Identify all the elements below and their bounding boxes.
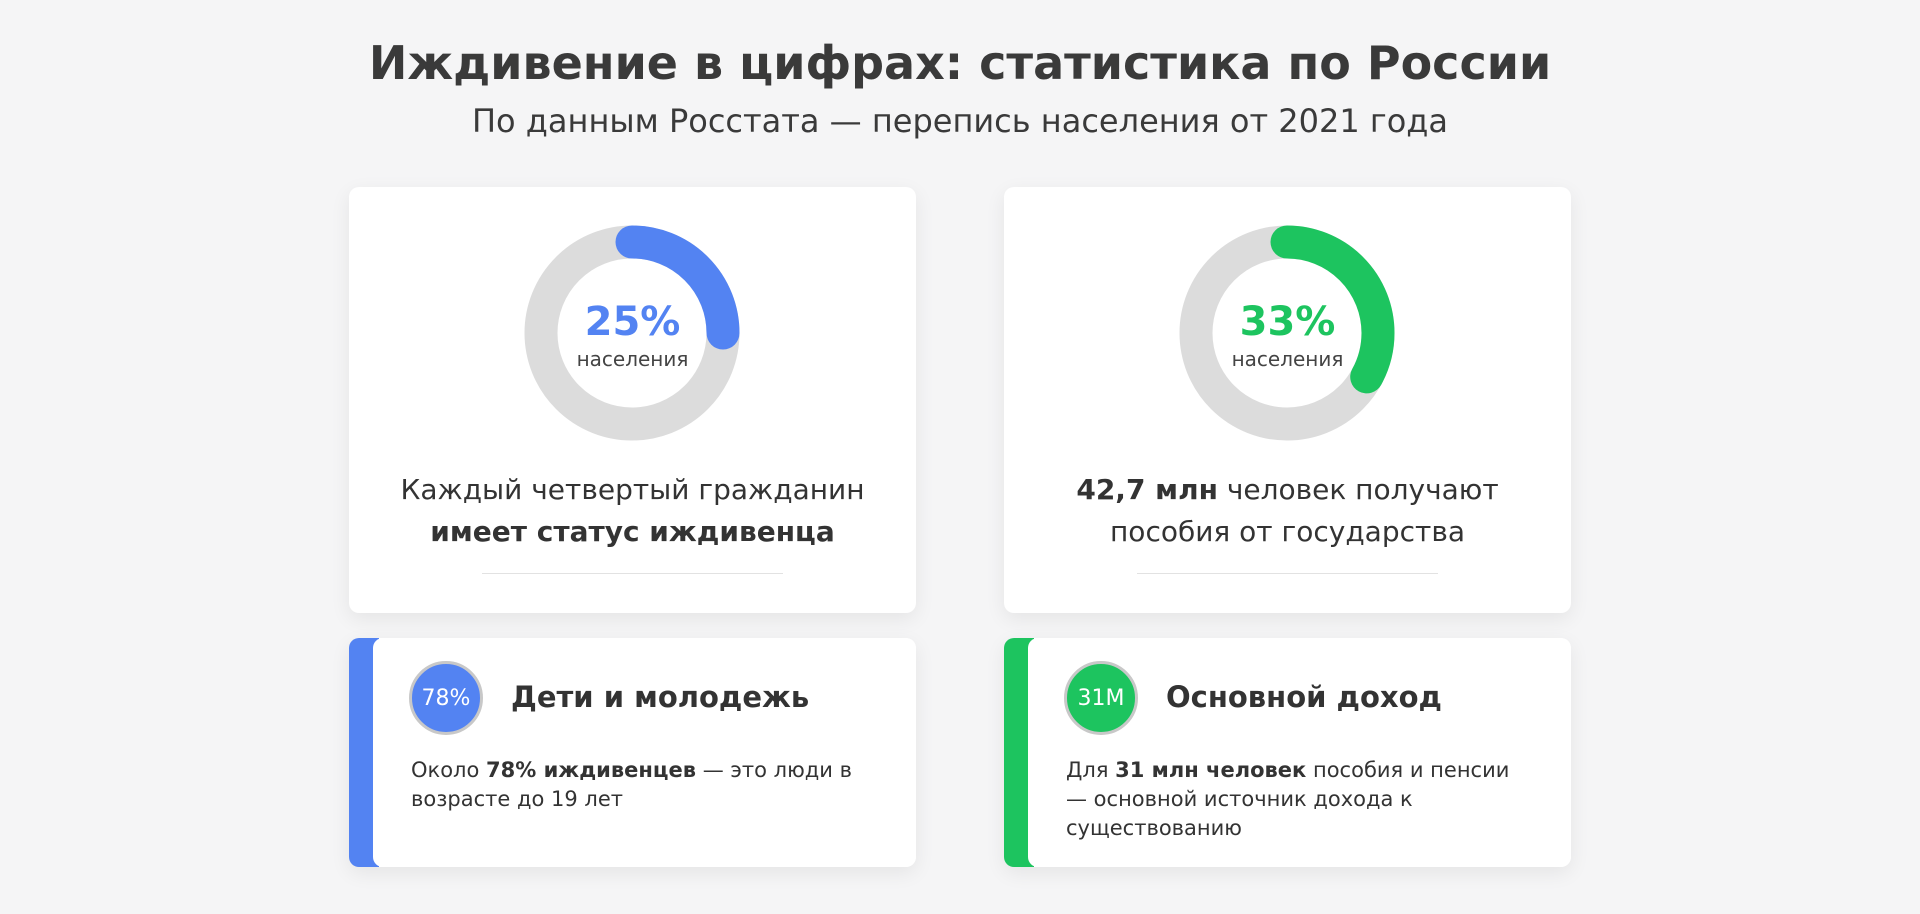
caption-line: пособия от государства bbox=[1004, 511, 1571, 553]
bold-text: 42,7 млн bbox=[1076, 473, 1218, 506]
fact-card: 31M Основной доход Для 31 млн человек посо… bbox=[1004, 638, 1571, 867]
text: человек получают bbox=[1217, 473, 1499, 506]
caption-line: имеет статус иждивенца bbox=[349, 511, 916, 553]
title: Иждивение в цифрах: статистика по России bbox=[368, 36, 1552, 90]
donut-chart bbox=[524, 225, 740, 441]
badge: 78% bbox=[409, 661, 483, 735]
divider bbox=[482, 573, 783, 574]
subtitle: По данным Росстата — перепись населения … bbox=[471, 102, 1449, 140]
text: пособия и пенсии — основной источник дох… bbox=[1066, 758, 1517, 840]
percent-label: 25% bbox=[584, 299, 681, 345]
badge: 31M bbox=[1064, 661, 1138, 735]
bold-text: 78% иждивенцев bbox=[486, 758, 697, 782]
donut-chart bbox=[1179, 225, 1395, 441]
donut-arc bbox=[524, 225, 740, 441]
text: Для bbox=[1066, 758, 1116, 782]
divider bbox=[1137, 573, 1438, 574]
unit-label: населения bbox=[1231, 347, 1344, 371]
fact-card: 78% Дети и молодежь Около 78% иждивенцев —… bbox=[349, 638, 916, 867]
unit-label: населения bbox=[576, 347, 689, 371]
fact-body: Около 78% иждивенцев — это люди в возрас… bbox=[411, 756, 881, 814]
caption-line: 42,7 млн человек получают bbox=[1004, 469, 1571, 511]
donut-arc bbox=[1179, 225, 1395, 441]
caption: 42,7 млн человек получают пособия от госу… bbox=[1004, 469, 1571, 553]
text: — это люди в возрасте до 19 лет bbox=[411, 758, 859, 811]
percent-label: 33% bbox=[1239, 299, 1336, 345]
caption-line: Каждый четвертый гражданин bbox=[349, 469, 916, 511]
fact-title: Дети и молодежь bbox=[511, 680, 810, 714]
fact-body: Для 31 млн человек пособия и пенсии — ос… bbox=[1066, 756, 1536, 843]
caption: Каждый четвертый гражданин имеет статус и… bbox=[349, 469, 916, 553]
stat-card: 33% населения 42,7 млн человек получают пос… bbox=[1004, 187, 1571, 613]
fact-title: Основной доход bbox=[1166, 680, 1442, 714]
text: Около bbox=[411, 758, 487, 782]
bold-text: имеет статус иждивенца bbox=[430, 515, 835, 548]
text: пособия от государства bbox=[1110, 515, 1465, 548]
bold-text: 31 млн человек bbox=[1115, 758, 1307, 782]
stat-card: 25% населения Каждый четвертый гражданин им… bbox=[349, 187, 916, 613]
text: Каждый четвертый гражданин bbox=[400, 473, 865, 506]
